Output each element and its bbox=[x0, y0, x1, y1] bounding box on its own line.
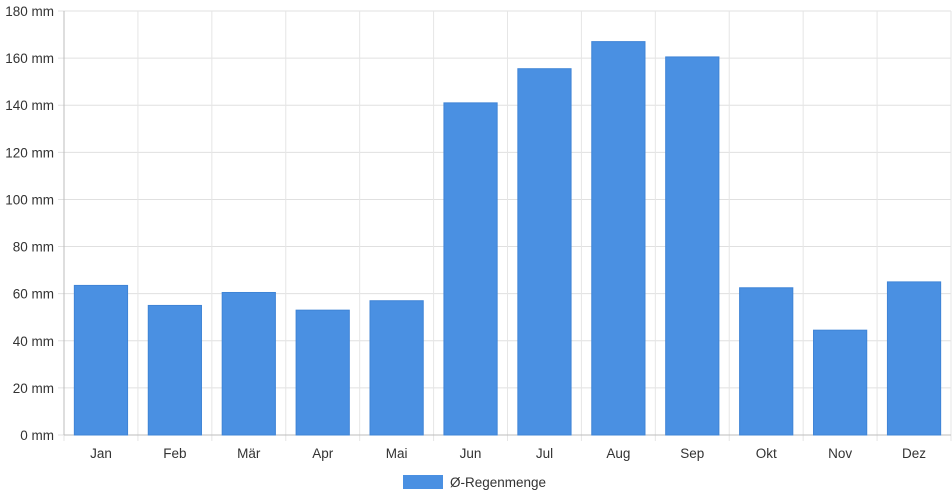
y-tick-label: 180 mm bbox=[5, 4, 54, 19]
y-tick-label: 60 mm bbox=[13, 287, 54, 302]
bar-jun[interactable] bbox=[443, 102, 498, 436]
label-layer: 0 mm 20 mm 40 mm 60 mm 80 mm 100 mm 120 mm 140 … bbox=[5, 4, 926, 461]
x-tick-label: Mär bbox=[237, 446, 261, 461]
x-tick-label: Jan bbox=[90, 446, 112, 461]
y-tick-label: 0 mm bbox=[20, 428, 54, 443]
bar-layer bbox=[73, 41, 942, 436]
bar-jul[interactable] bbox=[517, 68, 572, 436]
legend[interactable]: Ø-Regenmenge bbox=[403, 475, 546, 490]
y-tick-label: 20 mm bbox=[13, 381, 54, 396]
x-tick-label: Jul bbox=[536, 446, 553, 461]
x-tick-label: Mai bbox=[386, 446, 408, 461]
y-tick-label: 80 mm bbox=[13, 240, 54, 255]
y-tick-label: 100 mm bbox=[5, 192, 54, 207]
x-tick-label: Aug bbox=[606, 446, 630, 461]
bar-aug[interactable] bbox=[591, 41, 646, 436]
x-tick-label: Sep bbox=[680, 446, 704, 461]
bar-dez[interactable] bbox=[886, 281, 942, 436]
x-tick-label: Feb bbox=[163, 446, 186, 461]
bar-nov[interactable] bbox=[813, 329, 868, 436]
bar-sep[interactable] bbox=[665, 56, 720, 436]
x-tick-label: Okt bbox=[756, 446, 777, 461]
x-tick-label: Jun bbox=[460, 446, 482, 461]
bar-jan[interactable] bbox=[73, 284, 129, 436]
x-tick-label: Dez bbox=[902, 446, 926, 461]
x-tick-label: Nov bbox=[828, 446, 852, 461]
bar-apr[interactable] bbox=[295, 309, 350, 436]
y-tick-label: 120 mm bbox=[5, 145, 54, 160]
bar-mai[interactable] bbox=[369, 300, 424, 436]
legend-label[interactable]: Ø-Regenmenge bbox=[450, 475, 546, 490]
y-tick-label: 160 mm bbox=[5, 51, 54, 66]
y-tick-label: 40 mm bbox=[13, 334, 54, 349]
axis-layer bbox=[63, 11, 951, 436]
x-tick-label: Apr bbox=[312, 446, 334, 461]
legend-swatch[interactable] bbox=[403, 475, 443, 489]
bar-feb[interactable] bbox=[147, 304, 202, 436]
y-tick-label: 140 mm bbox=[5, 98, 54, 113]
bar-okt[interactable] bbox=[739, 287, 794, 436]
bar-mär[interactable] bbox=[221, 291, 276, 436]
